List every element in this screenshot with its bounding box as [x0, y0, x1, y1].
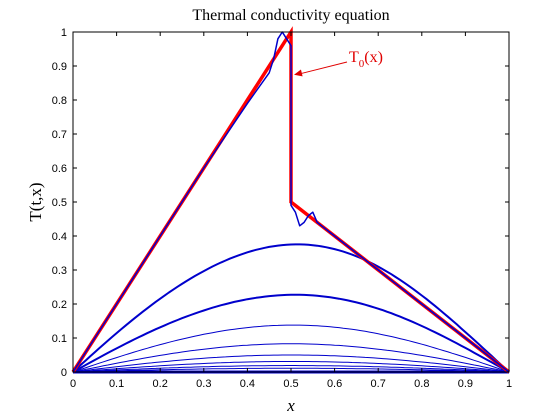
temperature-profile-line: [72, 343, 510, 373]
y-tick-label: 0.9: [52, 61, 67, 73]
y-axis-ticks: 0 0.1 0.2 0.3 0.4 0.5 0.6 0.7 0.8 0.9 1: [52, 27, 509, 379]
x-tick-label: 0.8: [414, 378, 429, 390]
y-axis-title: T(t,x): [26, 182, 45, 221]
y-tick-label: 0: [61, 367, 67, 379]
x-axis-title: x: [286, 396, 295, 415]
y-tick-label: 0.1: [52, 333, 67, 345]
x-tick-label: 0.2: [153, 378, 168, 390]
first-profile-line: [72, 31, 510, 373]
y-tick-label: 0.6: [52, 163, 67, 175]
annotation-main: T: [349, 49, 359, 66]
annotation-arrow-line: [299, 61, 348, 75]
temperature-profile-line: [72, 354, 510, 373]
x-tick-label: 0.1: [109, 378, 124, 390]
y-tick-label: 0.5: [52, 197, 67, 209]
x-tick-label: 0.3: [196, 378, 211, 390]
y-tick-label: 0.8: [52, 95, 67, 107]
y-tick-label: 1: [61, 27, 67, 39]
x-tick-label: 0: [70, 378, 76, 390]
y-tick-label: 0.2: [52, 299, 67, 311]
y-tick-label: 0.3: [52, 265, 67, 277]
x-tick-label: 0.7: [371, 378, 386, 390]
annotation-suffix: (x): [364, 49, 383, 66]
y-tick-label: 0.4: [52, 231, 67, 243]
temperature-profile-line: [72, 293, 510, 373]
temperature-profile-line: [72, 365, 510, 373]
y-tick-label: 0.7: [52, 129, 67, 141]
temperature-profile-line: [72, 324, 510, 373]
annotation-subscript: 0: [359, 58, 365, 70]
x-axis-ticks: 0 0.1 0.2 0.3 0.4 0.5 0.6 0.7 0.8 0.9 1: [70, 32, 512, 390]
x-tick-label: 0.5: [283, 378, 298, 390]
temperature-profile-line: [72, 243, 510, 373]
x-tick-label: 0.9: [458, 378, 473, 390]
annotation-label: T0(x): [349, 49, 383, 70]
annotation: T0(x): [294, 49, 383, 77]
x-tick-label: 0.4: [240, 378, 255, 390]
temperature-profile-line: [72, 361, 510, 373]
x-tick-label: 1: [506, 378, 512, 390]
chart-title: Thermal conductivity equation: [192, 7, 389, 24]
annotation-arrow-head: [294, 69, 303, 77]
x-tick-label: 0.6: [327, 378, 342, 390]
